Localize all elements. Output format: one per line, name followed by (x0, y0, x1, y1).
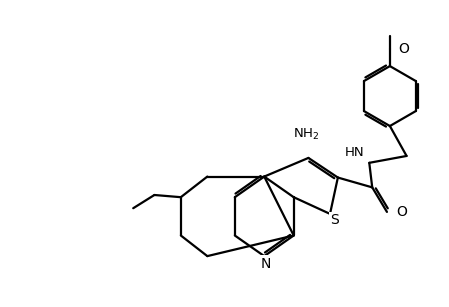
Text: S: S (330, 213, 339, 227)
Text: HN: HN (344, 146, 364, 159)
Text: O: O (398, 42, 409, 56)
Text: N: N (261, 257, 271, 270)
Text: NH$_2$: NH$_2$ (293, 126, 319, 142)
Text: O: O (396, 205, 407, 219)
